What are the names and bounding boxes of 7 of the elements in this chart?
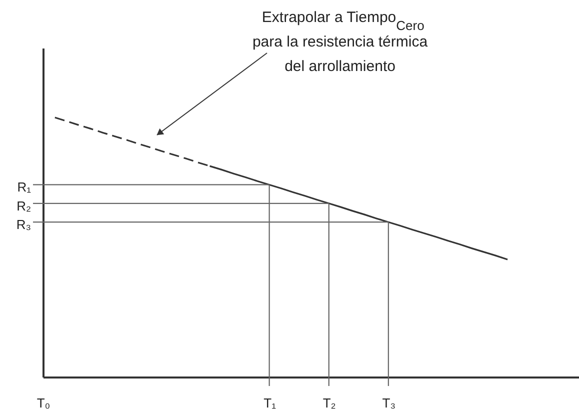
ref-line-label: R₁ — [17, 180, 32, 195]
ref-line-label: R₃ — [16, 217, 31, 232]
x-tick-label: T₃ — [382, 396, 396, 410]
x-tick-label: T₁ — [264, 396, 277, 410]
x-tick-label: T₀ — [36, 396, 50, 410]
x-tick-label: T₂ — [322, 396, 336, 410]
ref-line-label: R₂ — [16, 198, 31, 214]
